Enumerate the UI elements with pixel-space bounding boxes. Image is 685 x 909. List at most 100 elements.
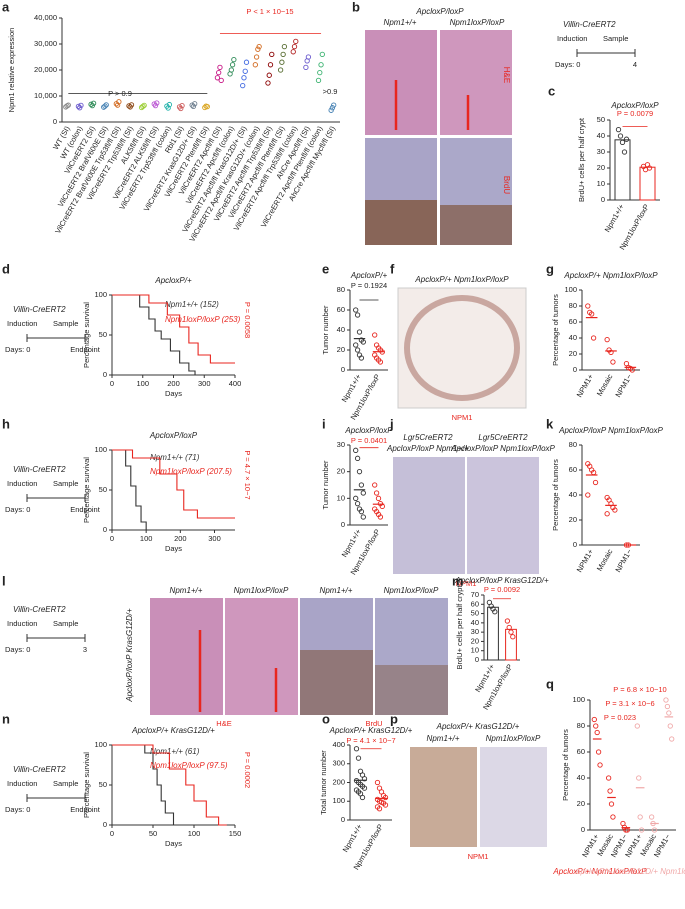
histology-image	[410, 747, 477, 847]
data-point	[651, 827, 658, 833]
scheme-step: Sample	[53, 779, 78, 788]
data-point	[192, 101, 198, 107]
histology-image	[150, 598, 223, 715]
y-axis-label: Percentage survival	[82, 752, 91, 818]
image-label: Npm1loxP/loxP	[234, 586, 289, 595]
y-tick-label: 100	[572, 695, 585, 704]
data-point	[242, 68, 248, 74]
data-point	[625, 542, 632, 548]
annotation: P = 6.8 × 10−10	[613, 685, 666, 694]
y-tick-label: 0	[103, 820, 107, 829]
data-point	[607, 788, 613, 794]
data-point	[608, 801, 615, 807]
y-tick-label: 20	[577, 799, 585, 808]
data-point	[116, 99, 122, 105]
data-point	[102, 103, 108, 109]
data-point	[152, 102, 159, 109]
tissue	[404, 295, 520, 401]
x-axis-label: Days	[165, 839, 182, 848]
chart-title: ApcloxP/loxP	[149, 431, 198, 440]
data-point	[243, 59, 250, 65]
data-point	[372, 332, 378, 338]
panel-letter: o	[322, 711, 330, 726]
y-axis-label: Percentage of tumors	[551, 294, 560, 366]
y-tick-label: 10	[337, 493, 345, 502]
data-point	[646, 165, 653, 171]
y-tick-label: 100	[564, 285, 577, 294]
legend-entry: Npm1+/+ (61)	[150, 747, 200, 756]
bar	[487, 606, 499, 661]
x-tick-label: Mosaic	[595, 372, 615, 397]
stain-label: H&E	[216, 719, 231, 728]
panel-f-image: ApcloxP/+ Npm1loxP/loxP NPM1	[397, 275, 527, 422]
data-point	[358, 355, 365, 361]
annotation: P = 4.7 × 10−7	[243, 450, 252, 499]
panel-letter: k	[546, 416, 554, 431]
y-tick-label: 10,000	[34, 91, 57, 100]
chart-title: ApcloxP/+ KrasG12D/+	[131, 726, 215, 735]
histology-image	[393, 457, 465, 574]
data-point	[356, 469, 363, 475]
scheme-day: Days: 0	[5, 805, 30, 814]
data-point	[634, 723, 640, 729]
x-tick-label: 0	[110, 534, 114, 543]
data-point	[356, 329, 363, 335]
y-axis-label: Percentage of tumors	[551, 459, 560, 531]
data-point	[595, 749, 602, 755]
annotation: >0.9	[323, 87, 338, 96]
scheme-step: Sample	[53, 479, 78, 488]
data-point	[151, 101, 157, 107]
data-point	[241, 75, 247, 81]
y-tick-label: 0	[341, 520, 345, 529]
data-point	[590, 335, 597, 341]
data-point	[317, 69, 323, 76]
legend-entry: Npm1loxP/loxP (253)	[165, 315, 241, 324]
y-tick-label: 60	[471, 599, 479, 608]
survival-curve	[112, 449, 235, 519]
data-point	[379, 349, 385, 355]
data-point	[267, 62, 274, 68]
y-tick-label: 50	[471, 609, 479, 618]
y-tick-label: 60	[569, 317, 577, 326]
data-point	[281, 43, 288, 50]
x-tick-label: NPM1−	[613, 372, 634, 399]
panel-b-images: ApcloxP/loxP Npm1+/+ Npm1loxP/loxP H&E B…	[365, 7, 512, 245]
data-point	[75, 103, 82, 110]
data-point	[354, 312, 361, 318]
data-point	[377, 514, 384, 520]
y-tick-label: 20	[337, 467, 345, 476]
y-tick-label: 0	[341, 815, 345, 824]
data-point	[360, 514, 366, 520]
data-point	[604, 511, 610, 517]
data-point	[624, 827, 630, 833]
scheme-day: Days: 0	[555, 60, 580, 69]
data-point	[315, 77, 322, 84]
data-point	[265, 80, 271, 86]
stain	[365, 200, 437, 245]
stain-label: BrdU	[365, 719, 382, 728]
chart-title: ApcloxP/+	[154, 276, 192, 285]
data-point	[229, 62, 236, 68]
data-point	[78, 102, 84, 109]
y-axis-label: Percentage survival	[82, 302, 91, 368]
y-tick-label: 30	[337, 440, 345, 449]
scheme-step: Induction	[557, 34, 587, 43]
data-point	[354, 455, 361, 461]
data-point	[178, 105, 184, 112]
chart-title: ApcloxP/loxP Npm1loxP/loxP	[558, 426, 663, 435]
image-title: ApcloxP/+ KrasG12D/+	[436, 722, 520, 731]
data-point	[90, 100, 97, 106]
histology-image	[365, 30, 437, 135]
histology-image	[397, 287, 527, 409]
data-point	[126, 103, 132, 109]
y-axis-label: Percentage of tumors	[561, 729, 570, 801]
data-point	[231, 56, 237, 63]
data-point	[291, 43, 298, 50]
x-tick-label: 0	[110, 829, 114, 838]
y-tick-label: 80	[337, 285, 345, 294]
panel-l-images: ApcloxP/loxP KrasG12D/+ Npm1+/+ Npm1loxP…	[125, 586, 448, 728]
panel-letter: n	[2, 711, 10, 726]
data-point	[253, 54, 260, 60]
survival-curve	[112, 294, 196, 375]
